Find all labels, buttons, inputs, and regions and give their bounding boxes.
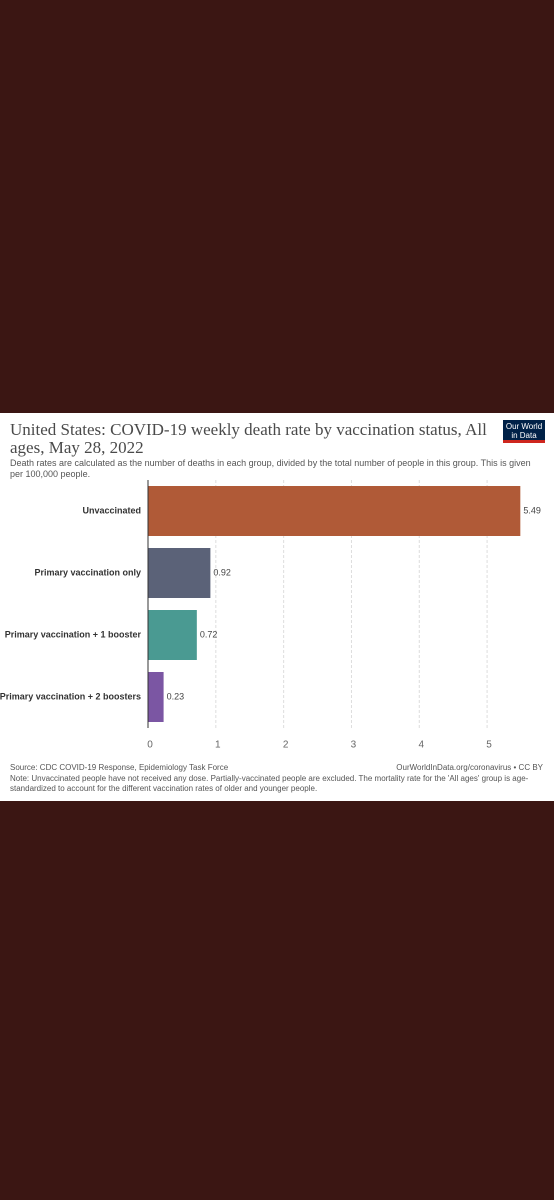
- y-tick-label: Primary vaccination only: [34, 567, 141, 577]
- y-tick-label: Primary vaccination + 2 boosters: [0, 691, 141, 701]
- x-tick-label: 4: [418, 740, 424, 751]
- x-tick-label: 3: [351, 740, 357, 751]
- y-tick-label: Primary vaccination + 1 booster: [5, 629, 142, 639]
- logo-text: in Data: [511, 431, 537, 440]
- value-label: 5.49: [523, 505, 541, 515]
- chart: 0 1 2 3 4 5 5.49 Unvaccinated 0.92 Primary vaccin…: [0, 480, 541, 751]
- value-label: 0.72: [200, 629, 218, 639]
- x-tick-label: 0: [147, 740, 153, 751]
- value-label: 0.92: [213, 567, 231, 577]
- x-tick-label: 5: [486, 740, 492, 751]
- value-label: 0.23: [167, 691, 185, 701]
- bar: [148, 548, 211, 598]
- note: Note: Unvaccinated people have not recei…: [10, 774, 529, 793]
- chart-subtitle: Death rates are calculated as the number…: [10, 458, 531, 479]
- logo-text: Our World: [505, 422, 543, 431]
- source-url[interactable]: OurWorldInData.org/coronavirus • CC BY: [396, 763, 543, 772]
- y-tick-label: Unvaccinated: [82, 505, 141, 515]
- x-tick-label: 2: [283, 740, 289, 751]
- x-tick-label: 1: [215, 740, 221, 751]
- bar: [148, 672, 164, 722]
- bar: [148, 486, 521, 536]
- source: Source: CDC COVID-19 Response, Epidemiol…: [10, 763, 229, 772]
- chart-panel: 0 1 2 3 4 5 5.49 Unvaccinated 0.92 Primary vaccin…: [0, 413, 554, 801]
- logo[interactable]: Our World in Data: [503, 420, 545, 443]
- bar: [148, 610, 197, 660]
- chart-title: United States: COVID-19 weekly death rat…: [10, 420, 487, 457]
